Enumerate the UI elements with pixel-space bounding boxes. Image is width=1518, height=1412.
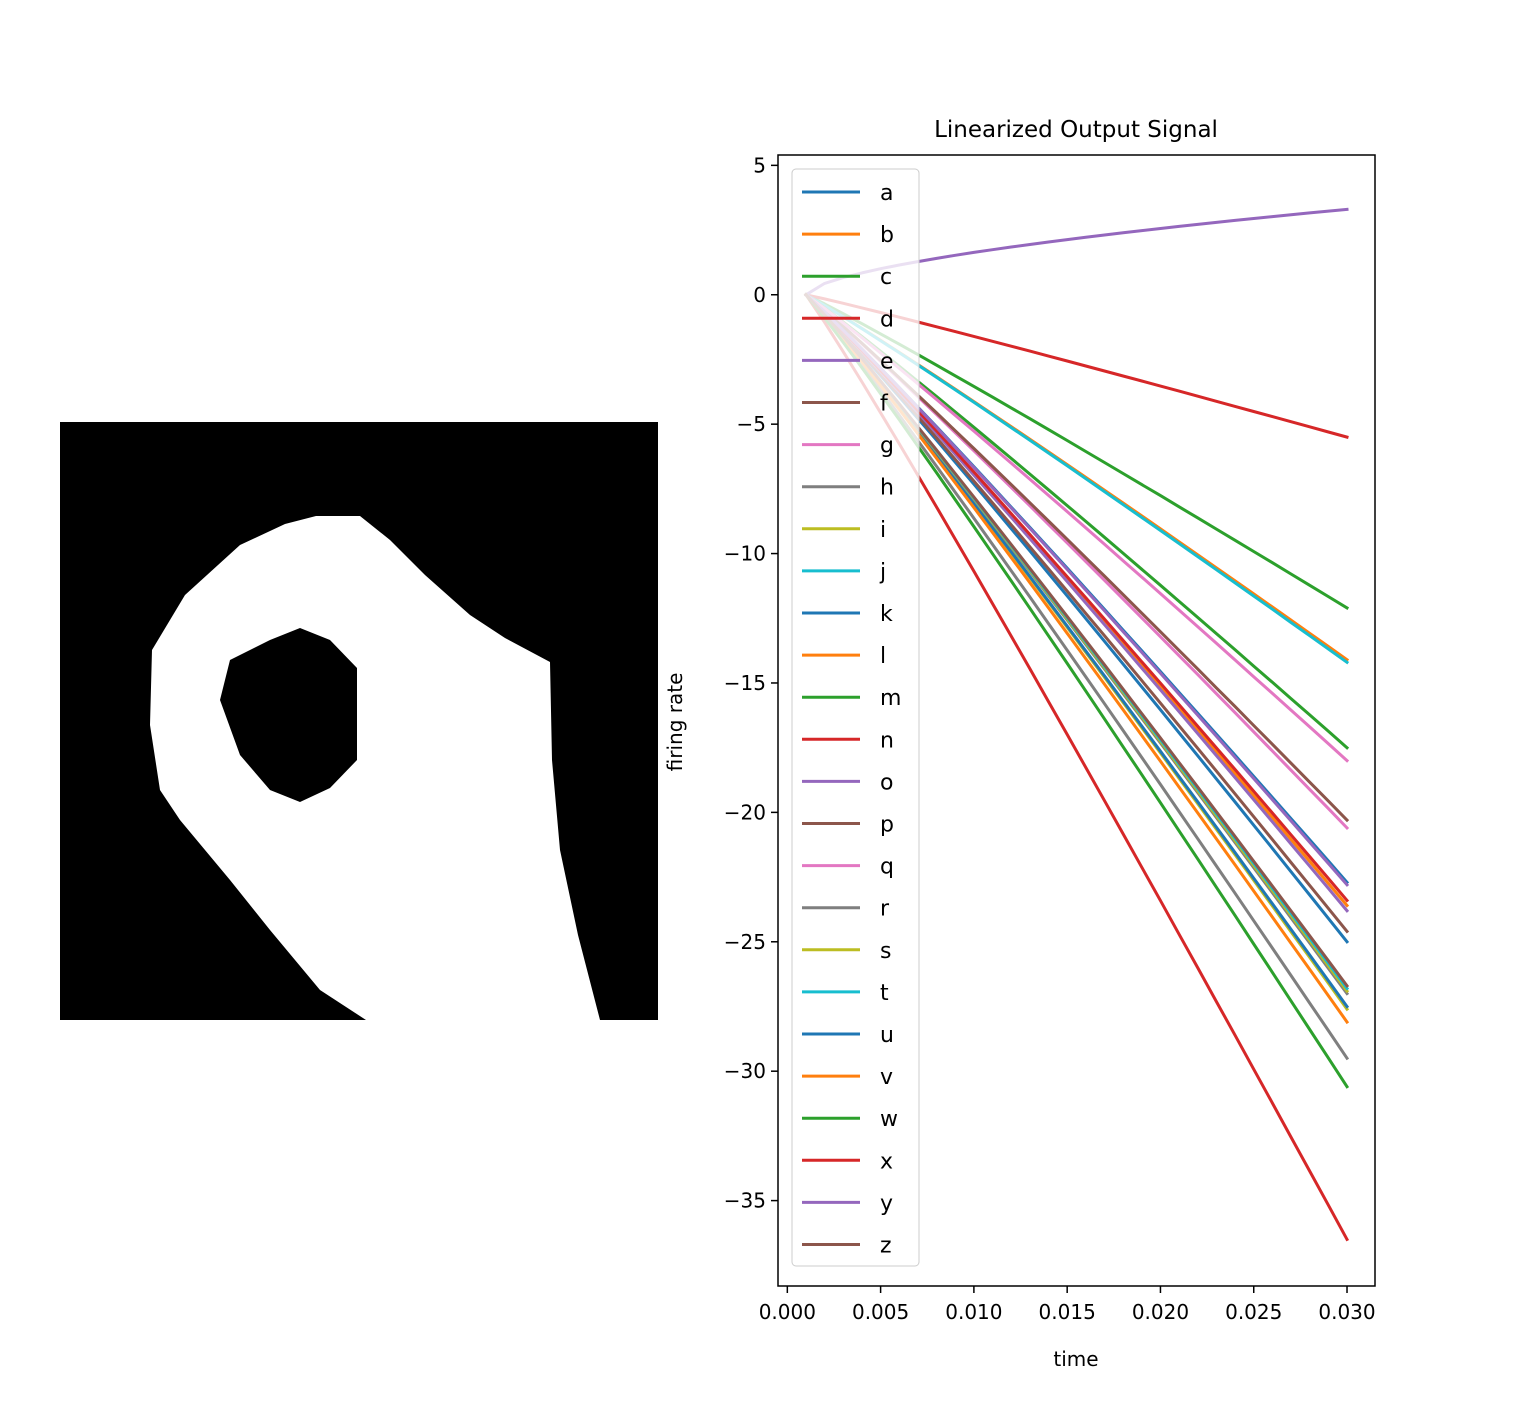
legend-label-v: v [880, 1065, 893, 1090]
legend-box [791, 168, 920, 1267]
x-tick-label: 0.030 [1318, 1300, 1375, 1324]
legend-label-m: m [880, 686, 901, 711]
y-tick-label: 0 [753, 283, 766, 307]
x-tick-label: 0.005 [852, 1300, 909, 1324]
legend-label-d: d [880, 307, 894, 332]
y-tick-label: −10 [724, 542, 766, 566]
legend-label-c: c [880, 265, 892, 290]
legend-label-n: n [880, 728, 894, 753]
x-tick-label: 0.015 [1039, 1300, 1096, 1324]
legend-label-z: z [880, 1234, 892, 1259]
legend-label-l: l [880, 644, 886, 669]
digit-image [60, 422, 658, 1020]
x-axis-label: time [1053, 1347, 1098, 1371]
x-tick-label: 0.010 [945, 1300, 1002, 1324]
y-axis-ticks: 5 0 −5 −10 −15 −20 −25 −30 −35 [724, 153, 778, 1213]
legend-label-h: h [880, 476, 894, 501]
legend-label-f: f [880, 392, 889, 417]
digit-stroke [150, 516, 600, 1020]
legend-label-t: t [880, 981, 889, 1006]
legend-label-a: a [880, 181, 893, 206]
chart-axes: Linearized Output Signal 0.000 0.005 0.010… [663, 117, 1376, 1371]
x-tick-label: 0.020 [1132, 1300, 1189, 1324]
chart-title: Linearized Output Signal [934, 117, 1218, 143]
y-axis-label: firing rate [663, 673, 687, 772]
legend-label-y: y [880, 1191, 893, 1216]
legend-label-u: u [880, 1023, 894, 1048]
legend-label-o: o [880, 770, 893, 795]
y-tick-label: −5 [737, 412, 766, 436]
y-tick-label: −30 [724, 1059, 766, 1083]
y-tick-label: −35 [724, 1189, 766, 1213]
x-tick-label: 0.025 [1225, 1300, 1282, 1324]
x-axis-ticks: 0.000 0.005 0.010 0.015 0.020 0.025 0.030 [759, 1286, 1376, 1324]
legend-label-w: w [880, 1107, 898, 1132]
legend-label-i: i [880, 518, 886, 543]
legend-label-j: j [879, 560, 886, 585]
legend-label-e: e [880, 349, 894, 374]
y-tick-label: −25 [724, 930, 766, 954]
legend-label-b: b [880, 223, 894, 248]
y-tick-label: −20 [724, 800, 766, 824]
legend-label-q: q [880, 855, 894, 880]
legend-label-r: r [880, 897, 890, 922]
legend-label-s: s [880, 939, 891, 964]
axes-frame [777, 154, 1376, 1287]
legend-label-x: x [880, 1149, 893, 1174]
legend-label-p: p [880, 813, 894, 838]
y-tick-label: −15 [724, 671, 766, 695]
y-tick-label: 5 [753, 153, 766, 177]
legend-label-k: k [880, 602, 893, 627]
x-tick-label: 0.000 [759, 1300, 816, 1324]
legend-label-g: g [880, 434, 894, 459]
